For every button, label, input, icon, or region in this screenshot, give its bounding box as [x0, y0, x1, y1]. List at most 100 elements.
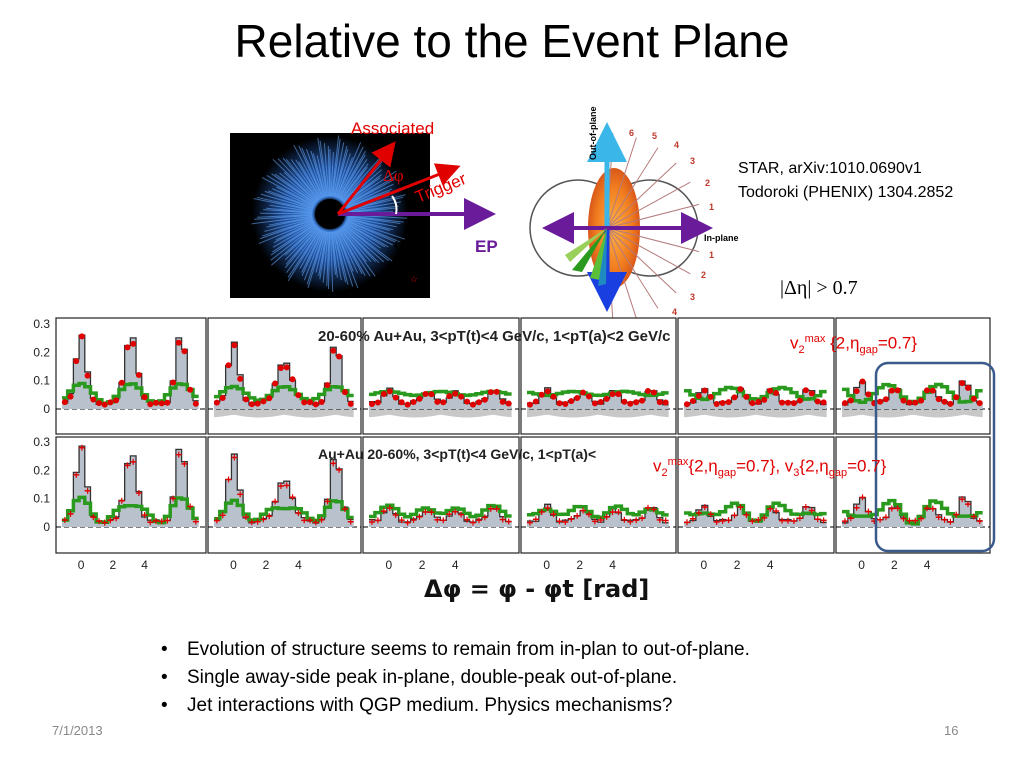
data-point — [374, 399, 381, 406]
x-tick-label: 2 — [576, 558, 583, 572]
x-tick-label: 4 — [767, 558, 774, 572]
data-point — [266, 395, 273, 402]
data-point — [107, 399, 114, 406]
data-point — [113, 397, 120, 404]
v2-v3-label: v2max{2,ηgap=0.7}, v3{2,ηgap=0.7} — [653, 456, 887, 480]
data-point — [493, 388, 500, 395]
data-point — [550, 393, 557, 400]
data-point — [773, 390, 780, 397]
data-point — [707, 393, 714, 400]
data-point — [152, 399, 159, 406]
data-point — [458, 393, 465, 400]
data-point — [141, 394, 148, 401]
data-point — [272, 380, 279, 387]
data-point — [73, 358, 80, 365]
x-tick-label: 0 — [701, 558, 708, 572]
data-point — [853, 388, 860, 395]
bullet-item: Jet interactions with QGP medium. Physic… — [155, 692, 750, 720]
row-title: Au+Au 20-60%, 3<pT(t)<4 GeV/c, 1<pT(a)< — [318, 446, 596, 462]
data-point — [248, 401, 255, 408]
x-tick-label: 0 — [78, 558, 85, 572]
data-point — [701, 387, 708, 394]
data-point — [386, 388, 393, 395]
sector-number: 4 — [674, 140, 679, 150]
references: STAR, arXiv:1010.0690v1 Todoroki (PHENIX… — [738, 157, 953, 205]
data-point — [761, 396, 768, 403]
data-point — [847, 397, 854, 404]
data-point — [953, 394, 960, 401]
eta-cut-label: |Δη| > 0.7 — [780, 277, 858, 299]
y-tick-label: 0.2 — [33, 463, 50, 477]
data-point — [295, 392, 302, 399]
data-point — [737, 386, 744, 393]
x-tick-label: 2 — [419, 558, 426, 572]
associated-arrow — [336, 141, 396, 215]
data-point — [318, 399, 325, 406]
data-point — [90, 396, 97, 403]
data-point — [947, 400, 954, 407]
data-point — [808, 390, 815, 397]
data-point — [713, 401, 720, 408]
data-point — [428, 391, 435, 398]
data-point — [324, 382, 331, 389]
x-tick-label: 2 — [734, 558, 741, 572]
plot-panel: 0 2 4 — [362, 436, 520, 572]
x-tick-label: 4 — [141, 558, 148, 572]
data-point — [820, 399, 827, 406]
y-tick-label: 0.1 — [33, 492, 50, 506]
highlight-box — [874, 361, 996, 553]
data-point — [532, 398, 539, 405]
sector-number: 1 — [709, 250, 714, 260]
data-point — [118, 379, 125, 386]
data-point — [544, 388, 551, 395]
data-point — [84, 372, 91, 379]
plot-panel — [207, 317, 362, 435]
data-point — [213, 399, 220, 406]
data-point — [627, 400, 634, 407]
data-point — [254, 400, 261, 407]
data-point — [959, 380, 966, 387]
plot-panel — [520, 317, 677, 435]
data-point — [779, 399, 786, 406]
data-point — [347, 400, 354, 407]
footer-date: 7/1/2013 — [52, 723, 103, 738]
data-point — [434, 398, 441, 405]
plot-panel — [362, 317, 520, 435]
data-point — [603, 395, 610, 402]
data-point — [841, 400, 848, 407]
data-point — [147, 401, 154, 408]
plot-panel: 0 2 4 — [55, 436, 207, 572]
data-point — [398, 399, 405, 406]
plot-panel — [55, 317, 207, 435]
data-point — [568, 398, 575, 405]
data-point — [912, 399, 919, 406]
data-point — [976, 400, 983, 407]
data-point — [469, 401, 476, 408]
data-point — [170, 379, 177, 386]
y-tick-label: 0.3 — [33, 435, 50, 449]
in-plane-label: In-plane — [704, 233, 739, 243]
x-tick-label: 0 — [230, 558, 237, 572]
plot-panel — [677, 317, 835, 435]
x-tick-label: 4 — [609, 558, 616, 572]
data-point — [187, 386, 194, 393]
data-point — [192, 400, 199, 407]
data-point — [312, 401, 319, 408]
data-point — [970, 395, 977, 402]
data-point — [368, 401, 375, 408]
data-point — [422, 390, 429, 397]
data-point — [164, 399, 171, 406]
data-point — [330, 347, 337, 354]
svg-text:☆: ☆ — [410, 274, 418, 284]
sector-number: 6 — [629, 128, 634, 138]
data-point — [689, 397, 696, 404]
data-point — [906, 399, 913, 406]
data-point — [237, 375, 244, 382]
data-point — [260, 398, 267, 405]
data-point — [790, 400, 797, 407]
data-point — [243, 396, 250, 403]
data-point — [639, 397, 646, 404]
row-title: 20-60% Au+Au, 3<pT(t)<4 GeV/c, 1<pT(a)<2… — [318, 328, 671, 345]
sector-number: 3 — [690, 292, 695, 302]
data-point — [124, 344, 131, 351]
